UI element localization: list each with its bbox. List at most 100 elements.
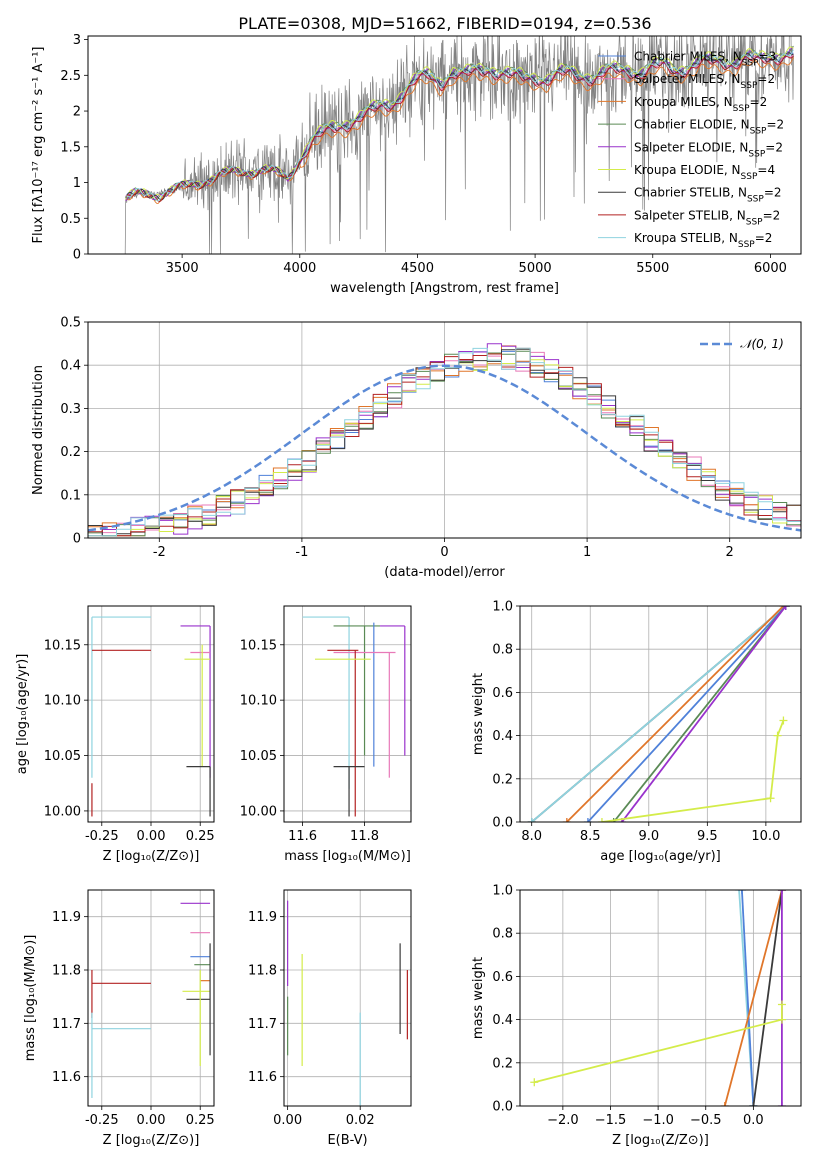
plot-area-age_vs_Z [88,606,214,822]
series-marker-salpeter_elodie [781,606,790,610]
series-line-chabrier_miles [587,606,787,822]
y-tick-label: 10.05 [240,749,277,764]
x-tick-label: 1 [583,545,591,560]
plot-area-spectrum [88,36,794,254]
series-line-kroupa_miles [723,890,783,1106]
y-tick-label: 2 [73,105,81,120]
legend-entry: 𝒩(0, 1) [740,337,784,351]
x-tick-label: -1 [295,545,308,560]
series-marker-salpeter_elodie [777,890,786,894]
y-axis-label: age [log₁₀(age/yr)] [15,654,30,775]
y-tick-label: 0.2 [492,1056,513,1071]
series-marker-kroupa_miles [720,1102,729,1106]
y-tick-label: 11.6 [52,1070,81,1085]
series-marker-kroupa_elodie [779,716,788,725]
y-tick-label: 11.9 [52,910,81,925]
plot-area-age_vs_mass [284,606,411,822]
y-tick-label: 11.7 [248,1017,277,1032]
axes-frame [283,605,412,823]
y-tick-label: 0.1 [60,488,81,503]
y-tick-label: 0.2 [492,772,513,787]
series-marker-kroupa_elodie [766,794,775,803]
x-axis-label: (data-model)/error [384,565,505,580]
plot-area-mass_vs_ebv [284,890,411,1106]
panel-residuals: -2 -1 0 1 2 0 0.1 0.2 0.3 0.4 0.5 (data-model)/erro… [31,316,802,580]
x-tick-label: 5000 [519,261,552,276]
y-tick-label: 0.2 [60,445,81,460]
axes-frame [87,605,215,823]
series-marker-chabrier_miles [737,890,746,894]
x-tick-label: 0.00 [273,1113,302,1128]
y-tick-label: 0.4 [492,1013,513,1028]
y-tick-label: 10.15 [44,638,81,653]
model-line-kroupa_stelib [125,49,794,202]
panels: 3500 4000 4500 5000 5500 6000 0 0.5 1 1.5 2 2.5 3 wav… [15,33,802,1148]
series-line-chabrier_elodie [612,606,787,822]
y-tick-label: 1.5 [60,140,81,155]
y-axis-label: mass [log₁₀(M/M⊙)] [23,935,38,1062]
histogram-salpeter_stelib [88,347,801,537]
y-axis-label: mass weight [471,957,486,1039]
histogram-chabrier_stelib [88,348,801,537]
x-tick-label: −1.0 [642,1113,674,1128]
series-marker-chabrier_elodie [609,818,618,822]
y-axis-label: mass weight [471,673,486,755]
y-tick-label: 1 [73,176,81,191]
series-marker-kroupa_elodie [597,818,606,822]
series-line-salpeter_elodie [621,606,787,822]
plot-area-residuals [88,322,801,538]
x-tick-label: -0.25 [85,1113,119,1128]
x-axis-label: wavelength [Angstrom, rest frame] [330,281,559,296]
panel-mass_vs_Z: -0.25 0.00 0.25 11.6 11.7 11.8 11.9 Z [log₁₀(Z/… [23,889,215,1148]
x-axis-label: Z [log₁₀(Z/Z⊙)] [103,1133,200,1148]
y-tick-label: 0.0 [492,1100,513,1115]
series-marker-kroupa_elodie [773,731,782,740]
x-axis-label: Z [log₁₀(Z/Z⊙)] [103,849,200,864]
series-line-kroupa_miles [566,606,785,822]
y-axis-label: Flux [fλ10⁻¹⁷ erg cm⁻² s⁻¹ A⁻¹] [31,47,46,244]
y-tick-label: 11.9 [248,910,277,925]
x-axis-label: age [log₁₀(age/yr)] [600,849,721,864]
model-line-salpeter_stelib [125,55,794,203]
y-tick-label: 0.6 [492,686,513,701]
x-tick-label: 0 [440,545,448,560]
y-tick-label: 3 [73,33,81,48]
y-tick-label: 0.8 [492,643,513,658]
x-tick-label: 0.25 [186,829,215,844]
model-line-kroupa_elodie [125,46,794,200]
series-marker-kroupa_elodie [530,1078,539,1087]
y-tick-label: 11.8 [248,964,277,979]
x-tick-label: -2 [153,545,166,560]
y-tick-label: 1.0 [492,600,513,615]
y-tick-label: 0 [73,532,81,547]
histogram-kroupa_stelib [88,347,801,537]
axes-frame [519,605,802,823]
y-tick-label: 0.8 [492,927,513,942]
y-tick-label: 0.0 [492,816,513,831]
series-line-chabrier_miles [741,890,755,1106]
panel-mass_weight_vs_age: 8.0 8.5 9.0 9.5 10.0 0.0 0.2 0.4 0.6 0.8 1.0 age [l… [471,600,802,864]
y-tick-label: 0.5 [60,212,81,227]
series-marker-salpeter_elodie [777,1102,786,1106]
x-tick-label: 2 [726,545,734,560]
x-tick-label: 0.00 [137,1113,166,1128]
series-line-chabrier_stelib [752,890,783,1106]
x-tick-label: 8.5 [580,829,601,844]
x-tick-label: 0.25 [186,1113,215,1128]
x-tick-label: 11.8 [350,829,379,844]
x-tick-label: 5500 [636,261,669,276]
y-tick-label: 0.4 [60,359,81,374]
x-tick-label: 10.0 [751,829,780,844]
x-tick-label: 3500 [166,261,199,276]
x-axis-label: Z [log₁₀(Z/Z⊙)] [612,1133,709,1148]
y-tick-label: 2.5 [60,69,81,84]
y-axis-label: Normed distribution [31,365,46,495]
x-tick-label: 0.02 [346,1113,375,1128]
model-line-kroupa_miles [125,57,794,204]
x-tick-label: 0.0 [743,1113,764,1128]
x-tick-label: 4500 [401,261,434,276]
y-tick-label: 1.0 [492,884,513,899]
y-tick-label: 0.5 [60,316,81,331]
